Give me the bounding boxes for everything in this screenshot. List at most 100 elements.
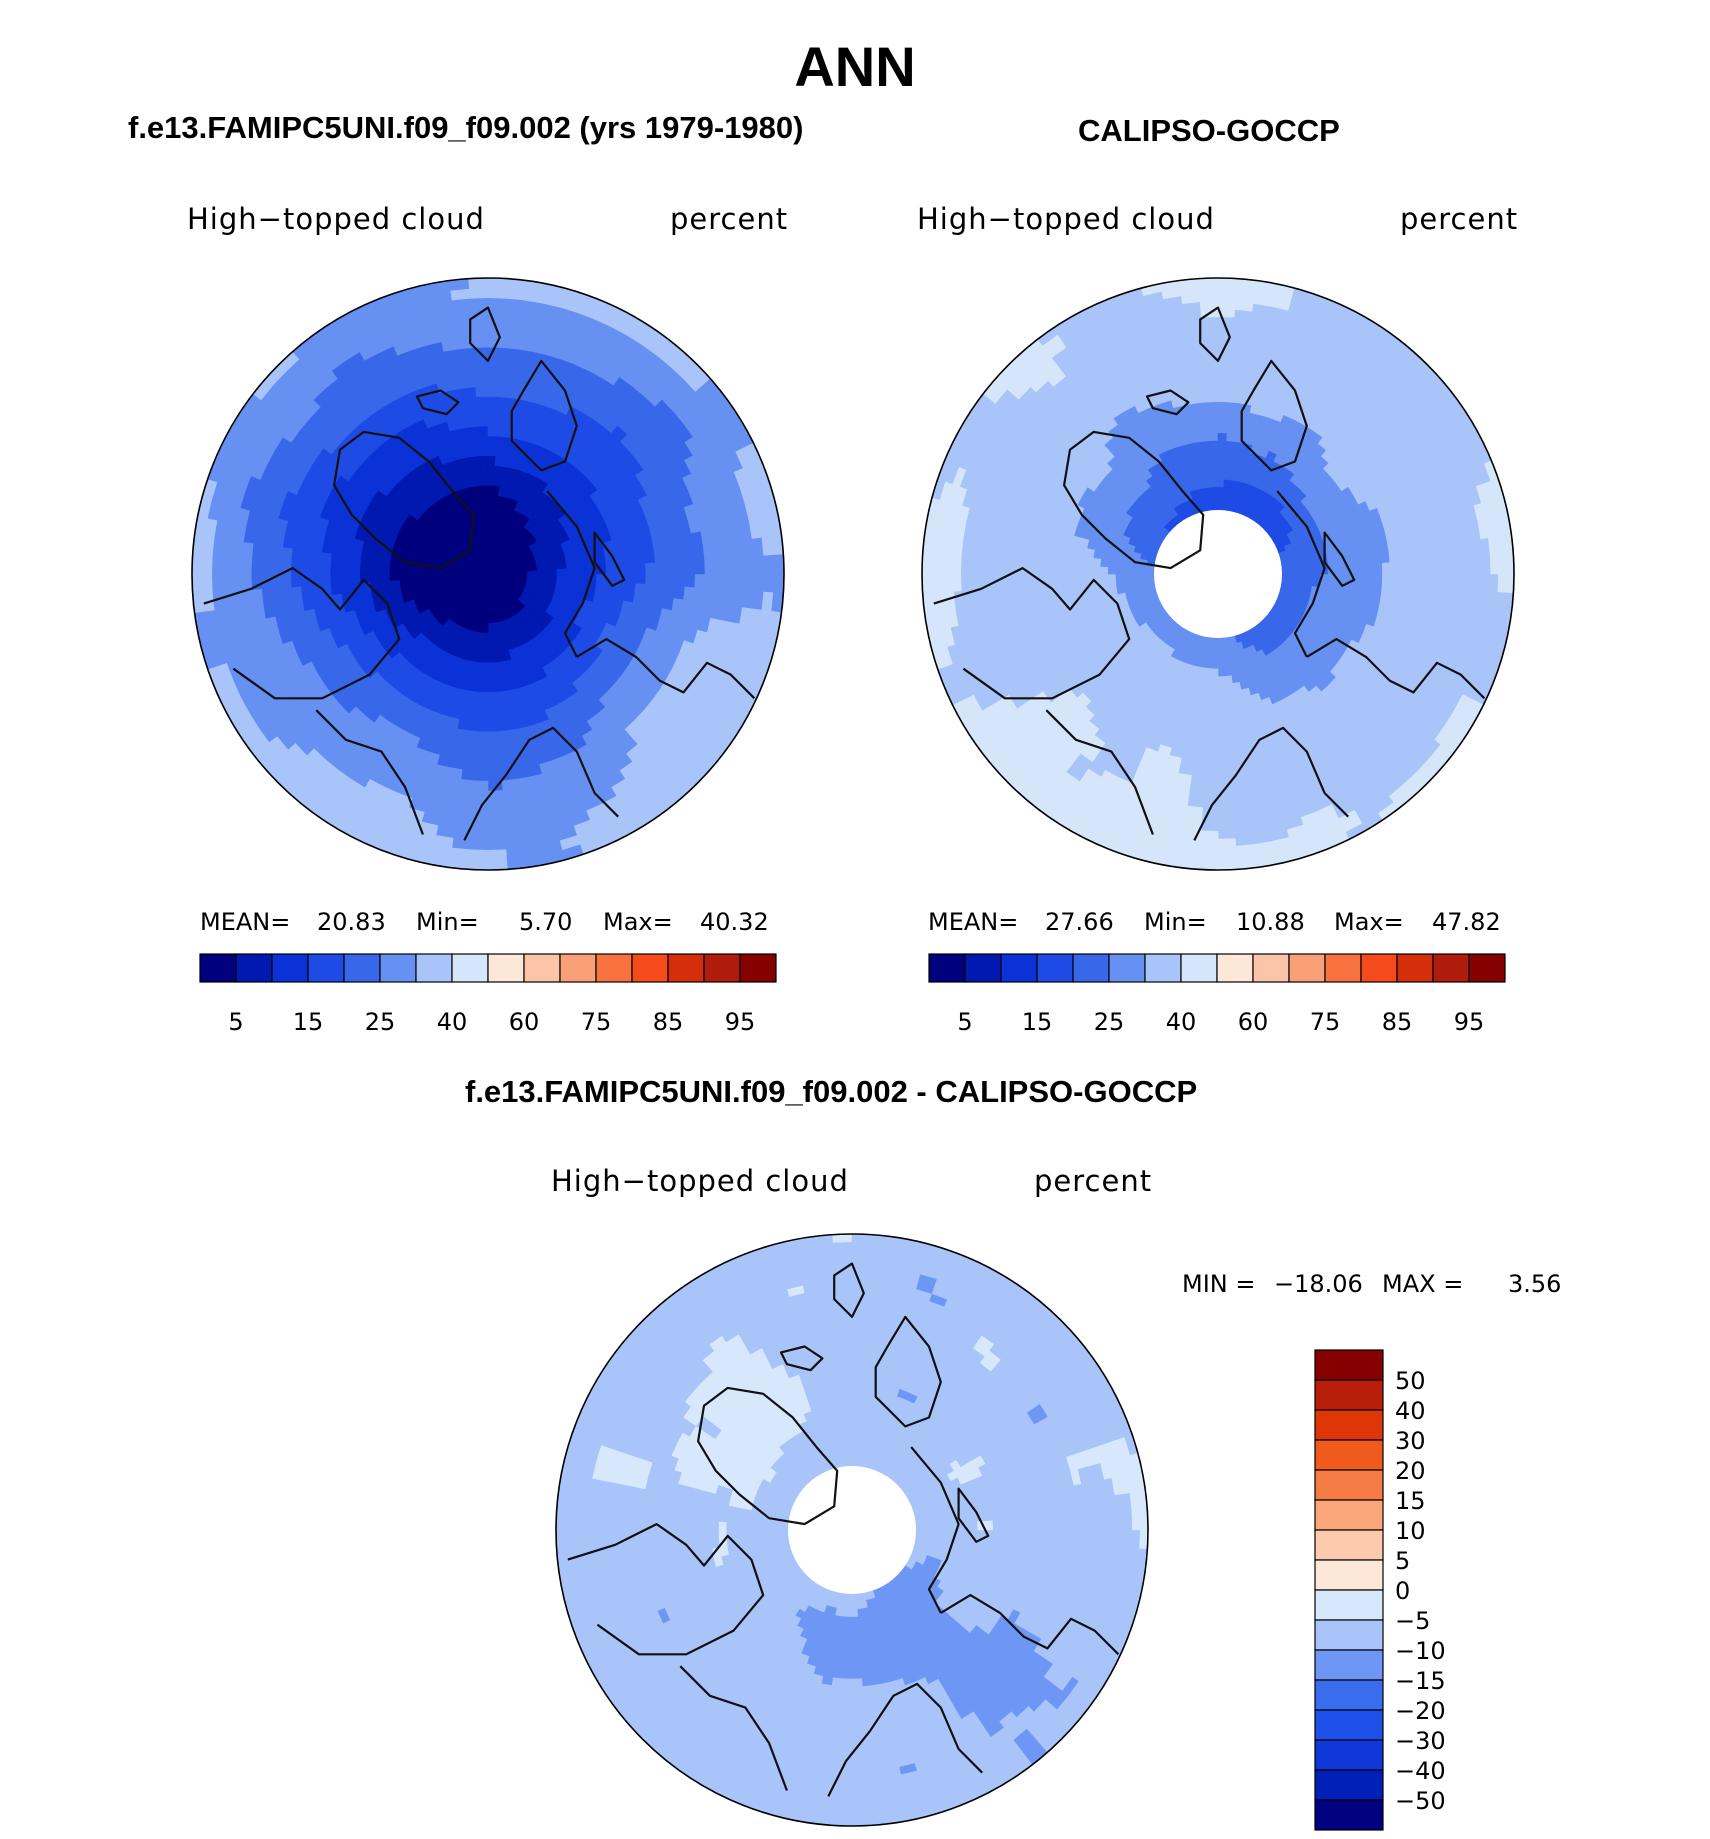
left-cell	[646, 563, 656, 574]
left-cell	[488, 396, 500, 406]
right-cell	[1196, 737, 1208, 746]
left-cell	[466, 407, 478, 418]
left-cell	[635, 553, 646, 564]
right-cell	[1405, 574, 1413, 587]
left-cell	[674, 586, 685, 600]
right-cell	[1218, 394, 1230, 402]
left-cell	[481, 466, 488, 476]
left-cell	[500, 377, 514, 388]
left-cell	[310, 562, 320, 574]
right-cell	[1200, 433, 1210, 442]
right-cell	[1193, 379, 1206, 388]
right-cell	[1227, 714, 1237, 723]
left-cell	[320, 574, 330, 585]
left-cell	[456, 809, 473, 820]
left-cell	[449, 574, 459, 577]
left-cell	[674, 548, 685, 562]
right-cell	[1228, 730, 1239, 739]
left-cell	[497, 711, 507, 722]
left-cell	[764, 574, 774, 593]
left-cell	[350, 565, 360, 574]
right-cell	[1211, 471, 1218, 479]
left-cell	[212, 574, 223, 592]
left-cell	[495, 682, 503, 693]
right-cell	[1225, 676, 1233, 684]
left-cell	[488, 643, 493, 653]
right-cell	[1313, 567, 1321, 574]
left-cell	[469, 426, 479, 437]
left-cell	[774, 555, 785, 574]
right-cell	[1218, 487, 1224, 495]
right-cell	[1199, 714, 1209, 723]
left-cell	[470, 840, 488, 851]
right-cell	[1204, 777, 1218, 785]
left-cell	[467, 721, 478, 732]
right-cell	[1139, 569, 1147, 574]
left-cell	[496, 446, 505, 457]
left-cell	[488, 278, 507, 289]
left-cell	[502, 789, 517, 800]
right-cell	[1108, 567, 1116, 574]
left-cell	[271, 546, 282, 561]
right-cell	[1211, 464, 1218, 472]
left-cell	[291, 586, 302, 600]
left-cell	[469, 860, 488, 871]
left-cell	[675, 561, 685, 574]
left-cell	[477, 406, 488, 416]
left-cell	[488, 712, 498, 722]
right-cell	[1194, 753, 1207, 762]
right-cell	[1202, 448, 1211, 457]
right-cell	[1195, 394, 1207, 403]
right-cell	[1115, 574, 1123, 581]
right-cell	[1208, 715, 1218, 723]
right-cell	[1218, 371, 1231, 379]
left-cell	[488, 475, 495, 485]
right-cell	[1218, 676, 1225, 684]
left-cell	[654, 585, 665, 597]
left-cell	[488, 692, 496, 702]
left-cell	[222, 574, 232, 591]
left-cell	[380, 567, 390, 574]
left-cell	[482, 485, 488, 495]
right-cell	[1218, 456, 1226, 464]
left-cell	[350, 574, 360, 583]
left-cell	[488, 485, 494, 495]
right-cell	[1367, 564, 1375, 574]
left-cell	[261, 559, 271, 574]
right-cell	[1413, 574, 1421, 587]
left-cell	[476, 741, 488, 751]
right-cell	[1226, 691, 1235, 700]
right-cell	[1297, 568, 1305, 574]
left-cell	[482, 653, 488, 663]
right-cell	[1390, 574, 1398, 586]
left-cell	[350, 556, 361, 566]
right-cell	[999, 560, 1007, 574]
left-cell	[271, 588, 282, 603]
right-cell	[1218, 646, 1223, 654]
right-cell	[1198, 418, 1209, 427]
right-cell	[1100, 574, 1108, 582]
right-cell	[1212, 661, 1218, 669]
left-cell	[251, 559, 261, 575]
left-cell	[361, 590, 372, 600]
right-cell	[1195, 745, 1207, 754]
left-cell	[475, 377, 488, 387]
left-cell	[480, 692, 488, 702]
left-cell	[409, 574, 419, 579]
right-cell	[1209, 707, 1218, 715]
right-cell	[1227, 707, 1237, 716]
right-cell	[1205, 371, 1218, 379]
left-cell	[499, 740, 511, 751]
right-cell	[1218, 684, 1226, 692]
left-cell	[713, 589, 724, 605]
left-cell	[320, 563, 330, 574]
right-cell	[1218, 448, 1226, 456]
left-cell	[476, 751, 488, 761]
left-cell	[471, 830, 488, 840]
right-cell	[1211, 669, 1218, 677]
left-cell	[576, 561, 587, 568]
left-cell	[464, 750, 477, 761]
left-cell	[665, 574, 675, 586]
left-cell	[502, 357, 517, 368]
right-cell	[1226, 448, 1235, 457]
